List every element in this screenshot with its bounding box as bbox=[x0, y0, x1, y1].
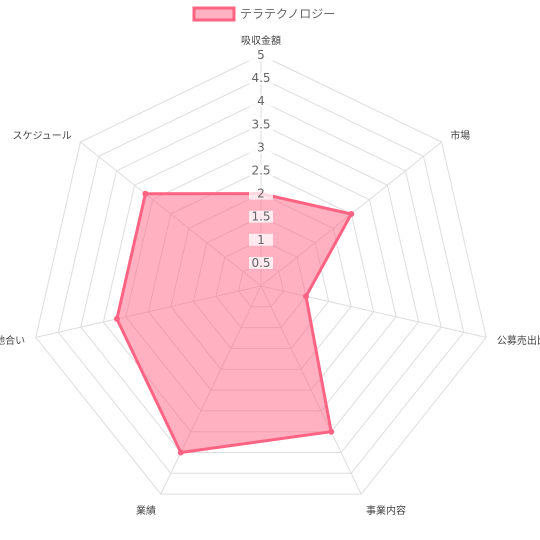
series-point[interactable] bbox=[177, 449, 184, 456]
legend[interactable]: テラテクノロジー bbox=[192, 6, 335, 22]
tick-label: 3 bbox=[257, 140, 265, 154]
axis-label: 公募売出比 bbox=[497, 334, 540, 347]
tick-label-backdrop bbox=[249, 72, 273, 85]
tick-label: 3.5 bbox=[251, 117, 270, 131]
tick-label-backdrop bbox=[249, 164, 273, 177]
tick-label-backdrop bbox=[249, 210, 273, 223]
series-point[interactable] bbox=[113, 315, 120, 322]
tick-label: 1.5 bbox=[251, 210, 270, 224]
tick-label: 2.5 bbox=[251, 164, 270, 178]
axis-label: スケジュール bbox=[12, 130, 71, 142]
legend-swatch bbox=[192, 6, 236, 22]
tick-label-backdrop bbox=[249, 187, 273, 200]
grid-ring bbox=[35, 54, 487, 495]
grid-ring bbox=[80, 100, 442, 453]
axis-label: 吸収金額 bbox=[241, 34, 281, 47]
axis-label: 業績 bbox=[136, 504, 156, 517]
series-point[interactable] bbox=[303, 293, 309, 300]
axis-label: 事業内容 bbox=[366, 504, 406, 517]
tick-label-backdrop bbox=[249, 118, 273, 131]
radar-axis-labels: 吸収金額市場公募売出比事業内容 業績 地合い スケジュール bbox=[0, 34, 540, 517]
radar-tick-labels: 0.5 1 1.5 2 2.5 3 3.5 4 4.5 5 bbox=[249, 48, 273, 270]
series-area bbox=[115, 192, 353, 454]
legend-label: テラテクノロジー bbox=[240, 7, 335, 21]
tick-label-backdrop bbox=[249, 256, 273, 269]
tick-label-backdrop bbox=[249, 95, 273, 108]
tick-label: 0.5 bbox=[251, 256, 270, 270]
tick-label-backdrop bbox=[249, 141, 273, 154]
axis-label: 市場 bbox=[450, 129, 470, 142]
tick-label: 4.5 bbox=[251, 71, 270, 85]
tick-label: 4 bbox=[257, 94, 265, 108]
series-point[interactable] bbox=[328, 428, 335, 435]
tick-label-backdrop bbox=[249, 233, 273, 246]
radar-series bbox=[113, 190, 355, 456]
tick-label-backdrop bbox=[249, 49, 273, 61]
series-point[interactable] bbox=[142, 190, 149, 197]
series-point[interactable] bbox=[348, 211, 355, 217]
tick-label: 2 bbox=[257, 187, 265, 201]
axis-label: 地合い bbox=[0, 334, 25, 347]
tick-label: 5 bbox=[257, 48, 265, 62]
tick-label: 1 bbox=[257, 233, 265, 247]
grid-ring bbox=[57, 77, 465, 474]
